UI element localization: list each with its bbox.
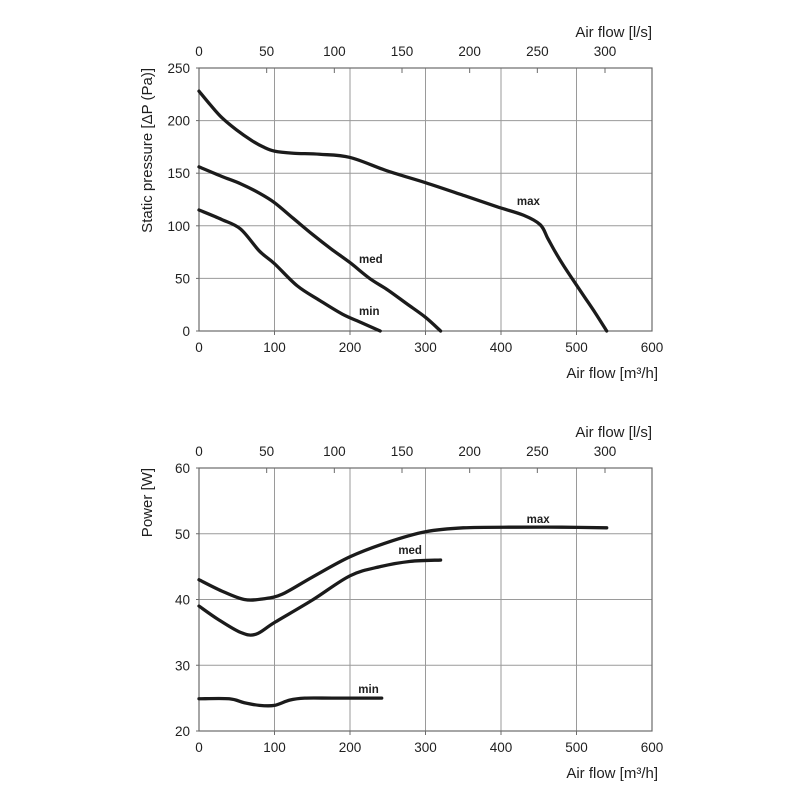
y-tick-label: 0 xyxy=(182,324,190,339)
x-top-tick-label: 50 xyxy=(259,444,274,459)
x-top-axis-title: Air flow [l/s] xyxy=(575,424,652,441)
x-bottom-tick-label: 500 xyxy=(565,740,588,755)
y-tick-label: 250 xyxy=(167,61,190,76)
curve-max xyxy=(197,525,609,602)
x-bottom-tick-label: 0 xyxy=(195,740,203,755)
x-bottom-tick-label: 0 xyxy=(195,340,203,355)
static-pressure-chart-svg: 0 100 200 300 400 500 600 0 50 100 150 200 250 300 0 50… xyxy=(139,24,664,382)
x-top-tick-label: 250 xyxy=(526,444,549,459)
static-pressure-chart: 0 100 200 300 400 500 600 0 50 100 150 200 250 300 0 50… xyxy=(139,24,664,382)
x-top-tick-label: 150 xyxy=(391,444,414,459)
x-top-tick-label: 200 xyxy=(458,444,481,459)
curve-label-med: med xyxy=(398,545,422,557)
curve-label-min: min xyxy=(359,306,379,318)
y-tick-label: 60 xyxy=(175,461,190,476)
curve-min xyxy=(197,696,384,708)
y-axis-title: Static pressure [ΔP (Pa)] xyxy=(139,68,156,233)
y-tick-label: 50 xyxy=(175,271,190,286)
curve-label-med: med xyxy=(359,254,383,266)
x-top-tick-label: 200 xyxy=(458,44,481,59)
x-top-tick-label: 250 xyxy=(526,44,549,59)
power-chart: 0 100 200 300 400 500 600 0 50 100 150 200 250 300 20 3… xyxy=(0,400,800,800)
x-bottom-tick-label: 300 xyxy=(414,340,437,355)
y-tick-label: 20 xyxy=(175,724,190,739)
y-tick-label: 30 xyxy=(175,658,190,673)
x-bottom-tick-label: 400 xyxy=(490,740,513,755)
curve-max xyxy=(197,89,609,333)
y-tick-label: 200 xyxy=(167,114,190,129)
x-top-axis-title: Air flow [l/s] xyxy=(575,24,652,41)
y-axis-title: Power [W] xyxy=(139,468,156,537)
x-top-tick-label: 100 xyxy=(323,444,346,459)
x-bottom-tick-label: 200 xyxy=(339,740,362,755)
x-bottom-tick-label: 200 xyxy=(339,340,362,355)
curve-label-max: max xyxy=(517,196,541,208)
x-bottom-tick-label: 100 xyxy=(263,340,286,355)
curve-label-min: min xyxy=(358,684,378,696)
x-bottom-axis-title: Air flow [m³/h] xyxy=(566,365,658,382)
x-top-tick-label: 0 xyxy=(195,44,203,59)
y-tick-label: 40 xyxy=(175,593,190,608)
y-tick-label: 100 xyxy=(167,219,190,234)
curve-med xyxy=(197,165,443,333)
curve-min xyxy=(197,208,382,333)
x-top-tick-label: 300 xyxy=(594,44,617,59)
x-top-tick-label: 50 xyxy=(259,44,274,59)
x-bottom-axis-title: Air flow [m³/h] xyxy=(566,765,658,782)
x-bottom-tick-label: 300 xyxy=(414,740,437,755)
curve-label-max: max xyxy=(527,514,551,526)
y-tick-label: 50 xyxy=(175,527,190,542)
x-top-tick-label: 0 xyxy=(195,444,203,459)
x-bottom-tick-label: 600 xyxy=(641,340,664,355)
y-tick-label: 150 xyxy=(167,166,190,181)
power-chart-svg: 0 100 200 300 400 500 600 0 50 100 150 200 250 300 20 3… xyxy=(139,424,664,782)
x-bottom-tick-label: 100 xyxy=(263,740,286,755)
x-bottom-tick-label: 400 xyxy=(490,340,513,355)
x-bottom-tick-label: 500 xyxy=(565,340,588,355)
x-top-tick-label: 300 xyxy=(594,444,617,459)
curve-med xyxy=(197,558,443,637)
x-top-tick-label: 150 xyxy=(391,44,414,59)
x-bottom-tick-label: 600 xyxy=(641,740,664,755)
x-top-tick-label: 100 xyxy=(323,44,346,59)
